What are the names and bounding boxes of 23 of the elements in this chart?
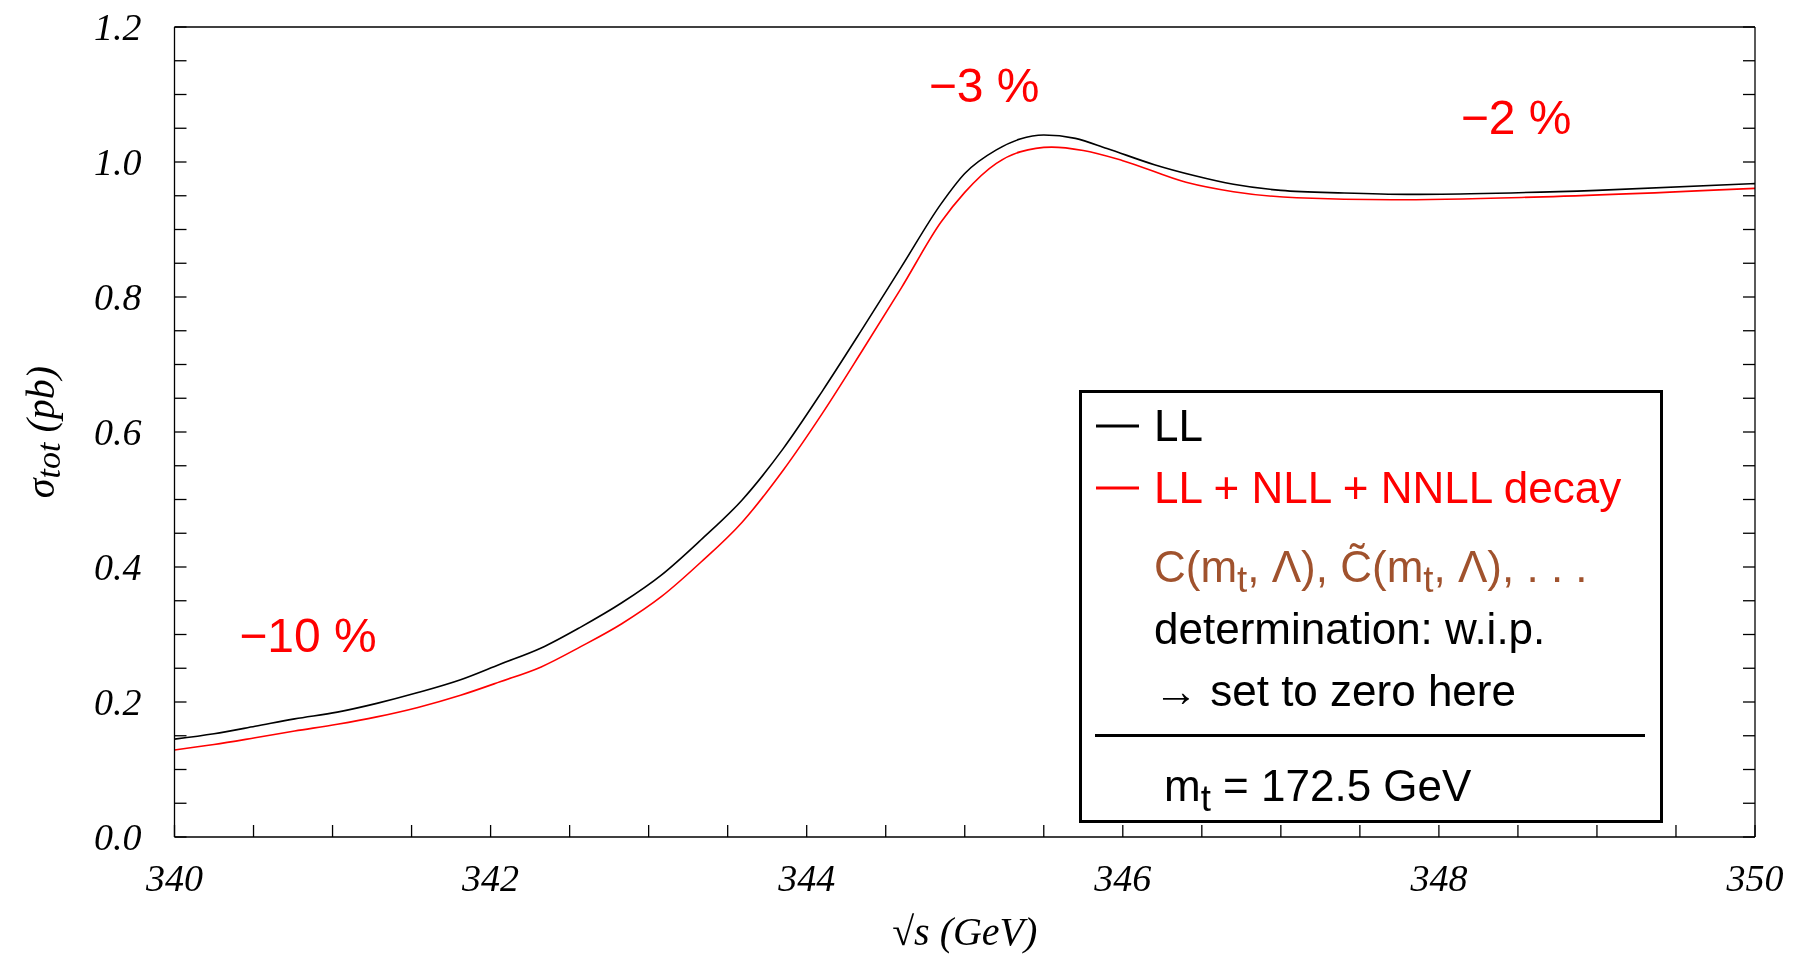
y-tick-label: 1.0: [94, 141, 142, 183]
y-tick-label: 0.0: [94, 816, 142, 858]
x-tick-label: 340: [145, 857, 203, 899]
y-tick-label: 0.4: [94, 546, 142, 588]
y-tick-label: 0.8: [94, 276, 142, 318]
x-tick-label: 346: [1093, 857, 1152, 899]
annotation: m$_{t}$ = 172.5 GeV: [1163, 760, 1473, 819]
legend-label: LL: [1154, 401, 1203, 451]
y-tick-label: 0.6: [94, 411, 142, 453]
annotation: C(m$_{t}$, Λ), C̃(m$_{t}$, Λ), . . .: [1153, 541, 1589, 600]
y-tick-label: 1.2: [94, 6, 142, 48]
legend-label: LL + NLL + NNLL decay: [1154, 463, 1622, 513]
annotation: determination: w.i.p.: [1153, 603, 1547, 655]
annotation: −2 %: [1460, 90, 1572, 146]
x-axis-title: √s (GeV): [892, 908, 1038, 954]
x-tick-label: 350: [1725, 857, 1784, 899]
annotation: −10 %: [239, 608, 377, 664]
annotation: → set to zero here: [1153, 665, 1517, 717]
x-tick-label: 344: [777, 857, 836, 899]
x-tick-label: 342: [461, 857, 520, 899]
x-tick-label: 348: [1409, 857, 1468, 899]
annotation: −3 %: [928, 58, 1040, 114]
y-tick-label: 0.2: [94, 681, 142, 723]
